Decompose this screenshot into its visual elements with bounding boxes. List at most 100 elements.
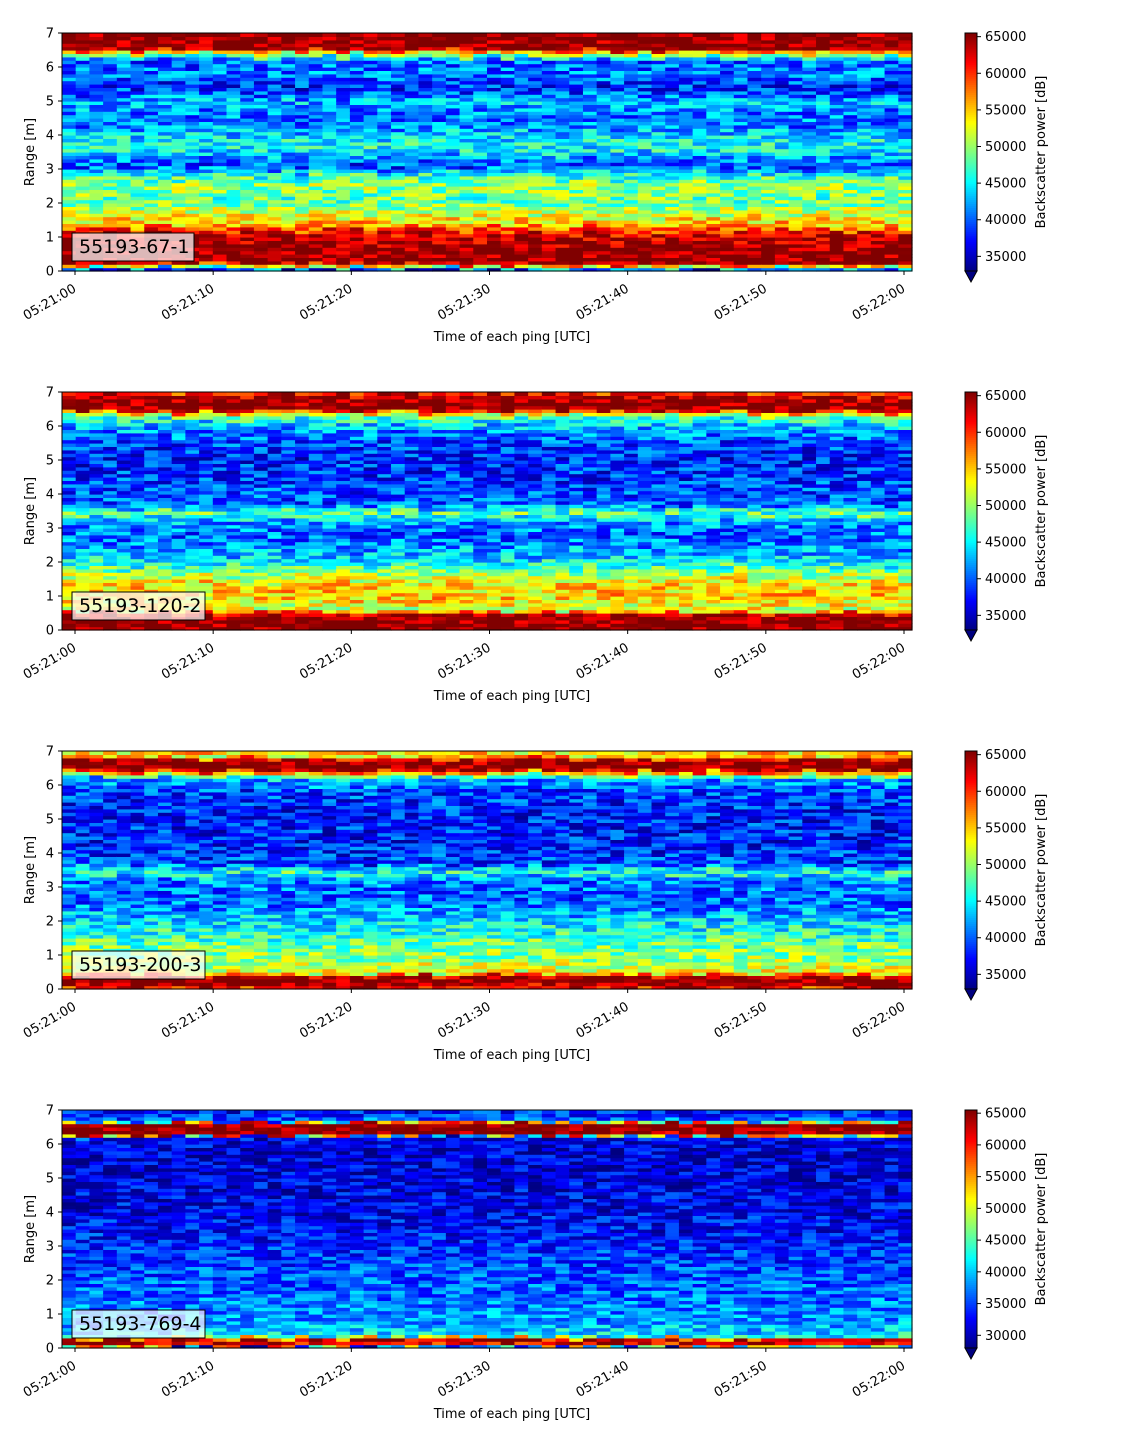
heatmap-cell: [404, 165, 420, 170]
heatmap-cell: [445, 203, 461, 207]
heatmap-cell: [295, 114, 310, 119]
heatmap-cell: [843, 216, 858, 221]
heatmap-cell: [226, 111, 241, 116]
heatmap-cell: [75, 402, 91, 407]
heatmap-cell: [171, 77, 186, 82]
heatmap-cell: [857, 131, 872, 136]
heatmap-cell: [281, 192, 296, 197]
heatmap-cell: [432, 80, 447, 85]
heatmap-cell: [829, 264, 845, 269]
heatmap-cell: [212, 80, 228, 85]
heatmap-cell: [692, 141, 707, 146]
heatmap-cell: [116, 118, 132, 122]
heatmap-cell: [267, 118, 282, 122]
heatmap-cell: [116, 84, 132, 88]
heatmap-cell: [418, 216, 433, 221]
heatmap-cell: [130, 33, 145, 37]
heatmap-cell: [62, 226, 77, 231]
heatmap-cell: [843, 182, 858, 187]
heatmap-cell: [89, 203, 104, 207]
heatmap-cell: [62, 80, 77, 85]
heatmap-cell: [322, 172, 337, 177]
heatmap-cell: [432, 250, 447, 255]
heatmap-cell: [89, 36, 104, 41]
heatmap-cell: [212, 56, 228, 61]
heatmap-cell: [171, 141, 186, 146]
heatmap-cell: [363, 36, 378, 41]
heatmap-cell: [171, 50, 186, 54]
heatmap-cell: [267, 46, 282, 51]
heatmap-cell: [281, 169, 296, 173]
heatmap-cell: [144, 39, 159, 44]
heatmap-cell: [308, 63, 324, 68]
heatmap-cell: [445, 107, 461, 112]
heatmap-cell: [363, 175, 378, 180]
heatmap-cell: [157, 111, 173, 116]
panel-label: 55193-67-1: [79, 236, 189, 258]
heatmap-cell: [281, 111, 296, 116]
heatmap-cell: [610, 148, 625, 153]
heatmap-cell: [240, 226, 255, 231]
heatmap-cell: [75, 104, 91, 109]
heatmap-cell: [130, 220, 145, 224]
heatmap-cell: [336, 223, 351, 228]
heatmap-cell: [89, 216, 104, 221]
heatmap-cell: [322, 107, 337, 112]
heatmap-cell: [62, 230, 77, 235]
heatmap-cell: [624, 33, 639, 37]
heatmap-cell: [103, 175, 118, 180]
heatmap-cell: [349, 165, 365, 170]
heatmap-cell: [404, 43, 420, 48]
heatmap-cell: [500, 250, 516, 255]
heatmap-cell: [281, 223, 296, 228]
heatmap-cell: [144, 206, 159, 211]
heatmap-cell: [816, 141, 831, 146]
heatmap-cell: [404, 257, 420, 262]
heatmap-cell: [103, 36, 118, 41]
heatmap-cell: [377, 165, 392, 170]
heatmap-cell: [116, 158, 132, 163]
heatmap-cell: [130, 172, 145, 177]
heatmap-cell: [391, 84, 406, 88]
heatmap-cell: [185, 230, 200, 235]
heatmap-cell: [445, 230, 461, 235]
heatmap-cell: [459, 237, 474, 241]
heatmap-cell: [103, 111, 118, 116]
heatmap-cell: [432, 186, 447, 190]
heatmap-cell: [103, 56, 118, 61]
heatmap-cell: [62, 260, 77, 265]
heatmap-cell: [418, 101, 433, 105]
heatmap-cell: [363, 107, 378, 112]
heatmap-cell: [363, 165, 378, 170]
heatmap-cell: [199, 267, 214, 272]
heatmap-cell: [185, 162, 200, 167]
heatmap-cell: [130, 175, 145, 180]
heatmap-cell: [308, 237, 324, 241]
heatmap-cell: [116, 73, 132, 78]
heatmap-cell: [349, 237, 365, 241]
heatmap-cell: [363, 70, 378, 75]
heatmap-cell: [363, 209, 378, 214]
heatmap-cell: [116, 209, 132, 214]
heatmap-cell: [377, 186, 392, 190]
heatmap-cell: [75, 67, 91, 71]
heatmap-cell: [487, 148, 502, 153]
heatmap-cell: [253, 107, 269, 112]
heatmap-cell: [308, 70, 324, 75]
heatmap-cell: [624, 233, 639, 238]
heatmap-cell: [89, 155, 104, 160]
heatmap-cell: [157, 53, 173, 58]
heatmap-cell: [185, 56, 200, 61]
heatmap-cell: [418, 158, 433, 163]
heatmap-cell: [678, 165, 694, 170]
heatmap-cell: [116, 260, 132, 265]
heatmap-cell: [665, 243, 680, 248]
heatmap-cell: [404, 118, 420, 122]
heatmap-cell: [130, 94, 145, 99]
heatmap-cell: [404, 60, 420, 65]
heatmap-cell: [720, 264, 735, 269]
heatmap-cell: [829, 250, 845, 255]
heatmap-cell: [62, 199, 77, 204]
heatmap-cell: [130, 43, 145, 48]
heatmap-cell: [253, 43, 269, 48]
